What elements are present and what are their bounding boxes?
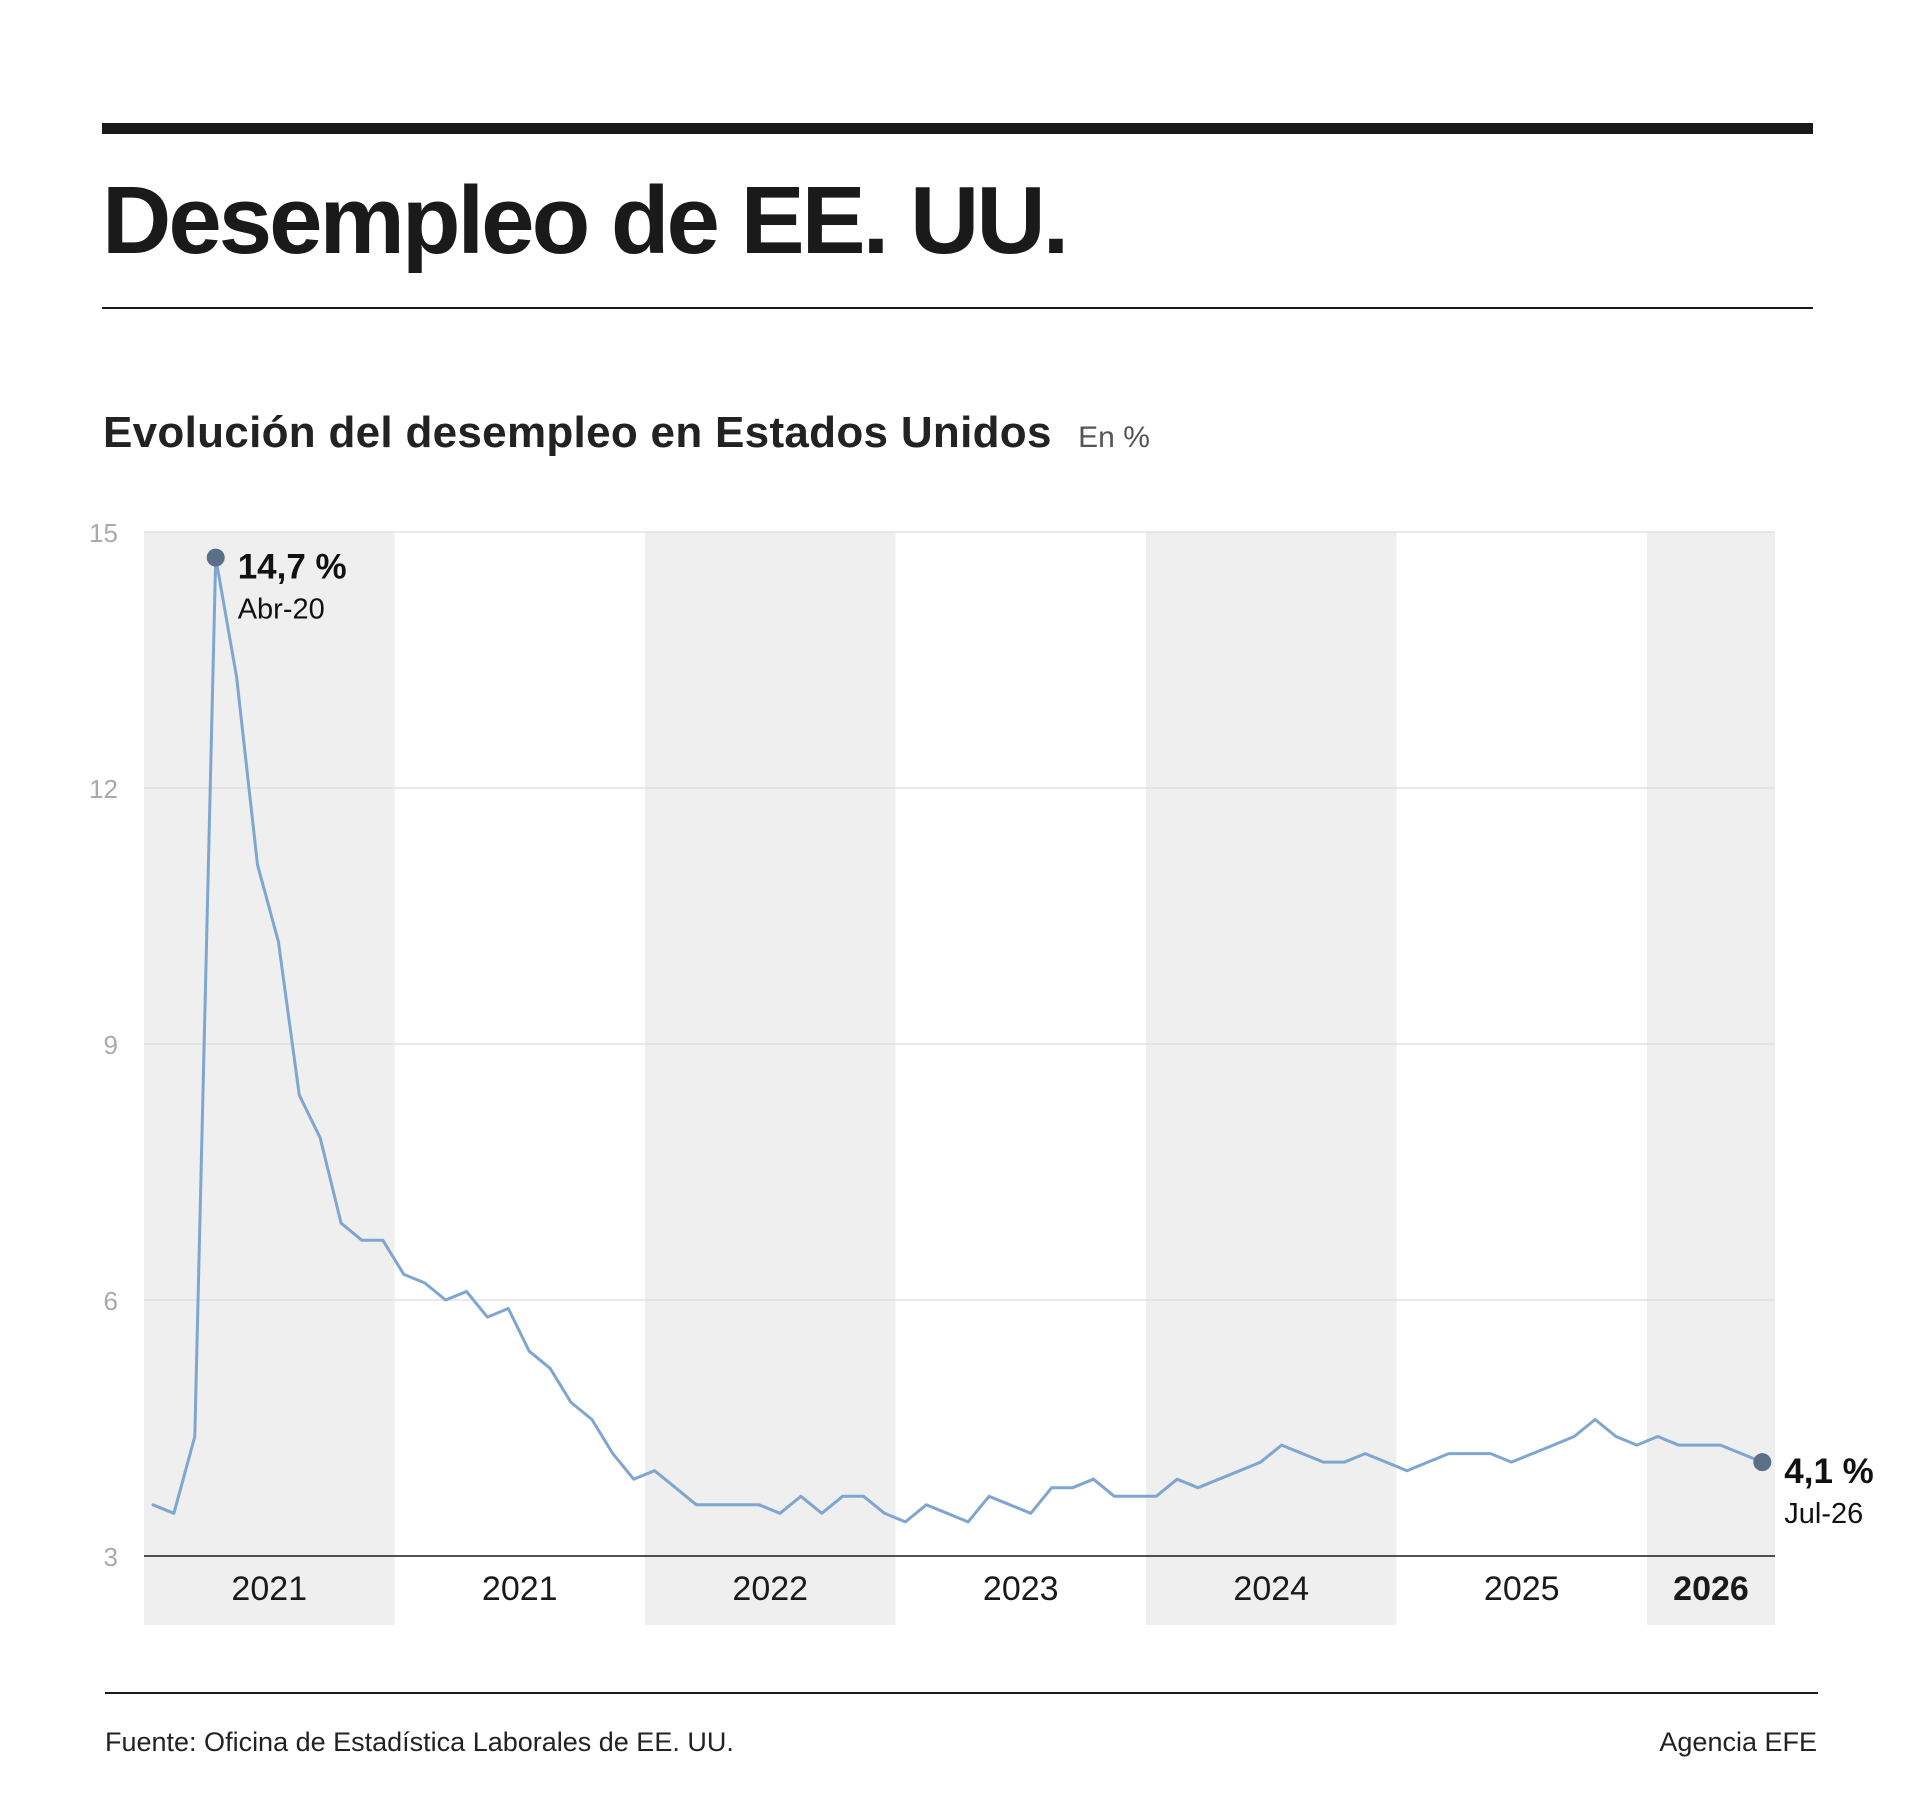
data-point-marker: [1753, 1453, 1772, 1472]
y-tick-label: 6: [104, 1286, 118, 1316]
chart-heading: Evolución del desempleo en Estados Unido…: [103, 408, 1150, 458]
agency-credit: Agencia EFE: [1659, 1727, 1817, 1757]
chart-subtitle: Evolución del desempleo en Estados Unido…: [103, 408, 1052, 457]
annotation-date-label: Abr-20: [238, 594, 325, 626]
unemployment-series-line: [151, 556, 1764, 1524]
y-tick-label: 9: [104, 1030, 118, 1060]
x-year-label: 2026: [1673, 1570, 1749, 1608]
x-year-label: 2025: [1484, 1570, 1560, 1608]
y-tick-label: 3: [104, 1542, 118, 1572]
year-band: [1647, 532, 1775, 1625]
y-tick-label: 12: [89, 774, 118, 804]
year-band: [645, 532, 896, 1625]
data-point-marker: [206, 548, 225, 567]
x-year-label: 2023: [983, 1570, 1059, 1608]
y-tick-label: 15: [89, 518, 118, 548]
annotation-value-label: 4,1 %: [1784, 1452, 1874, 1491]
top-rule: [102, 123, 1813, 134]
page-title: Desempleo de EE. UU.: [102, 167, 1069, 274]
source-note: Fuente: Oficina de Estadística Laborales…: [105, 1727, 734, 1757]
x-year-label: 2021: [482, 1570, 558, 1608]
x-year-label: 2021: [231, 1570, 307, 1608]
annotation-date-label: Jul-26: [1784, 1498, 1863, 1530]
chart-unit: En %: [1078, 421, 1150, 454]
footer-divider: [105, 1692, 1818, 1694]
year-band: [144, 532, 395, 1625]
x-year-label: 2022: [732, 1570, 808, 1608]
annotation-value-label: 14,7 %: [238, 548, 347, 587]
year-band: [1146, 532, 1397, 1625]
x-year-label: 2024: [1233, 1570, 1309, 1608]
title-divider: [102, 307, 1813, 309]
